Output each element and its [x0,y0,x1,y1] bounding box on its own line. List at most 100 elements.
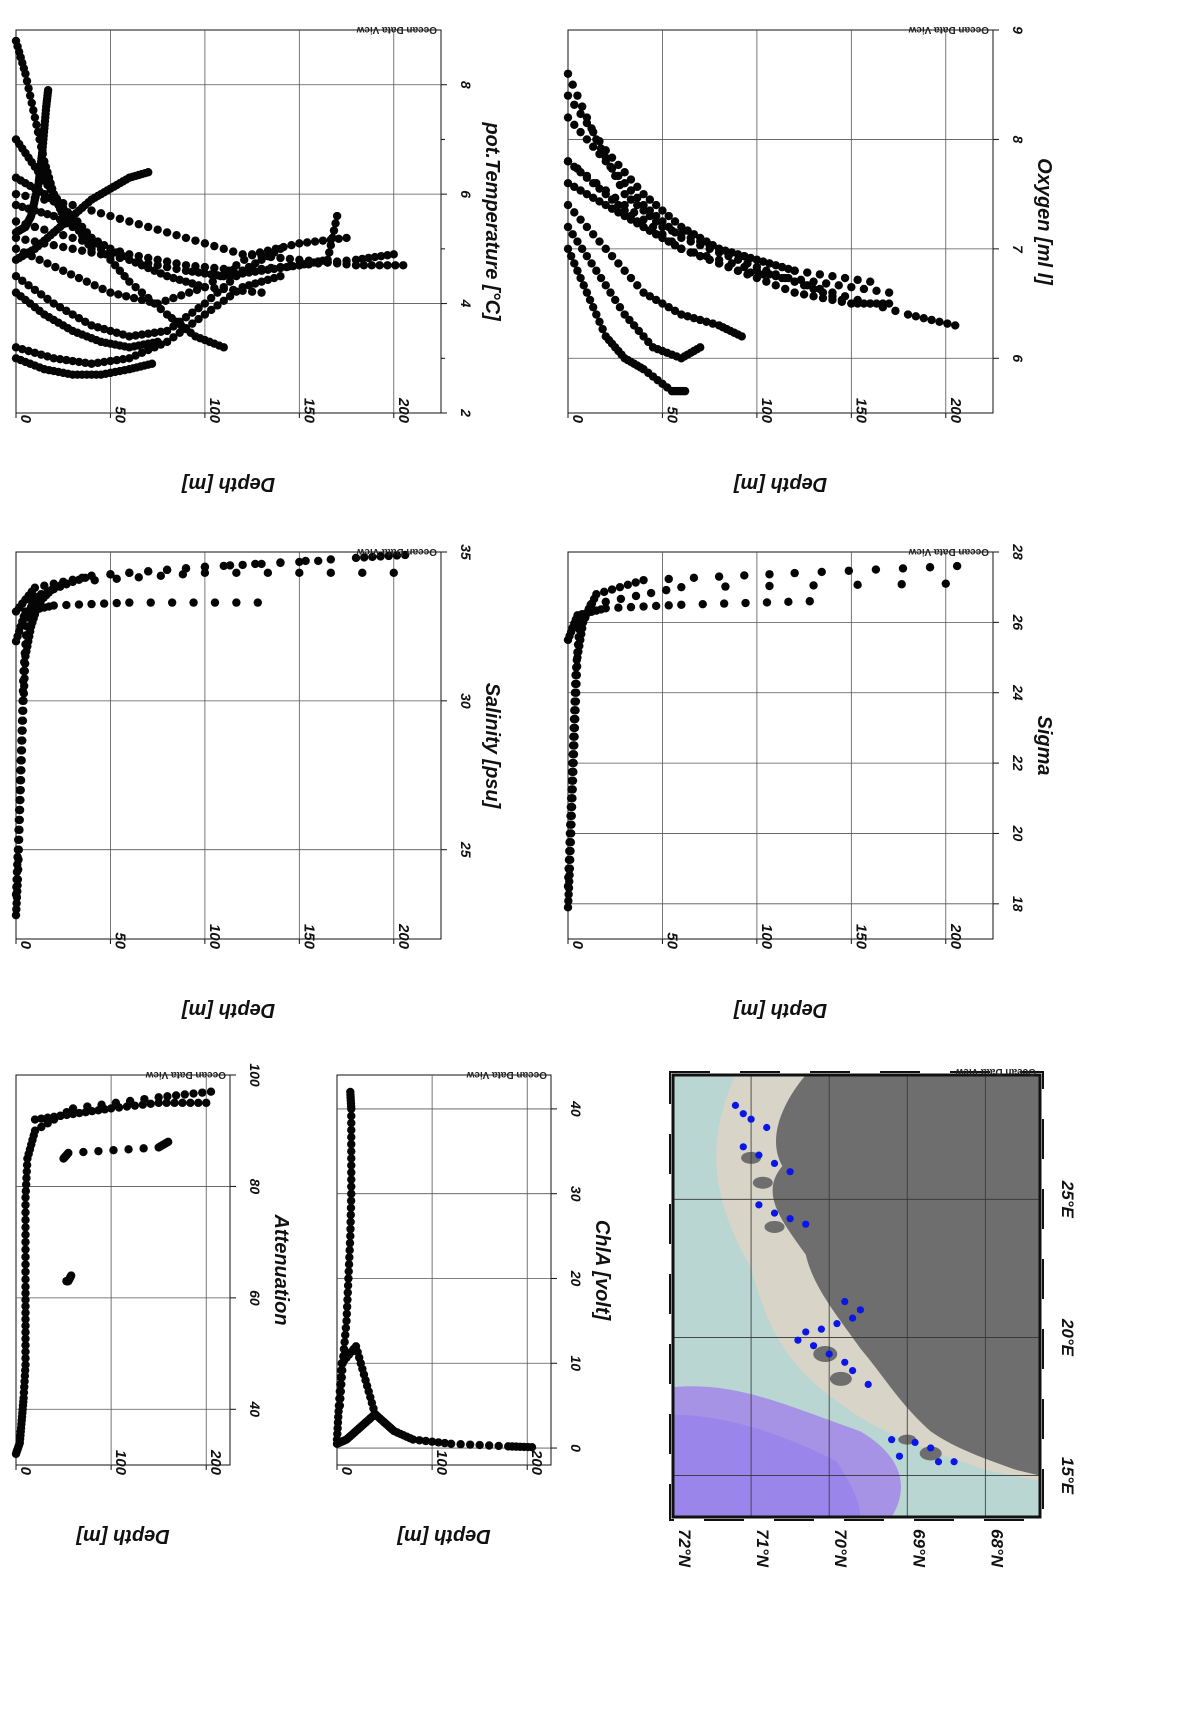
data-point [347,1132,356,1142]
data-point [565,838,574,847]
data-point [177,291,186,300]
data-point [342,233,351,243]
land [772,1075,1040,1476]
data-point [251,259,260,268]
lon-label: 25°E [1058,1180,1077,1219]
map-frame [671,1073,1042,1519]
data-point [225,277,235,286]
data-point [19,666,28,676]
data-point [615,180,625,190]
data-point [124,1145,133,1154]
data-point [15,785,24,795]
data-point [137,330,147,339]
data-point [43,210,52,219]
data-point [263,275,273,285]
data-point [817,567,826,577]
data-point [276,558,285,568]
data-point [667,237,677,246]
data-point [570,120,579,130]
data-point [200,269,210,278]
data-point [112,574,121,583]
data-point [172,230,181,240]
data-point [335,1387,345,1396]
data-point [21,1252,30,1262]
data-point [566,820,575,829]
data-point [11,217,21,226]
panel-attenuation: 40 60 80 100 0 100 200 Attenuation Depth [m] Ocea… [11,1063,292,1547]
data-point [122,1102,132,1111]
data-point [21,1321,30,1330]
data-point [399,261,408,270]
data-point [375,261,384,270]
data-point [897,580,906,589]
y-tick-label: 200 [207,1449,224,1476]
data-point [244,281,254,290]
data-point [181,277,191,286]
data-point [631,578,640,587]
data-point [651,200,661,210]
data-point [144,567,153,576]
data-point [566,794,576,803]
data-point [115,214,125,223]
data-point [87,599,96,609]
data-point [601,153,610,162]
data-point [114,1103,124,1112]
y-tick-label: 0 [569,941,586,950]
data-point [200,262,210,272]
y-axis-label: Depth [m] [181,999,276,1021]
data-point [21,631,31,640]
data-point [752,273,762,283]
deep-water-core [673,1414,861,1517]
data-point [206,293,216,303]
data-point [68,244,77,254]
data-point [51,262,60,272]
data-point [781,284,790,294]
data-points [11,550,410,920]
data-point [131,351,140,360]
data-point [125,598,134,607]
data-point [81,1107,90,1117]
y-axis-label: Depth [m] [733,999,828,1021]
data-point [631,591,641,601]
data-point [664,303,673,312]
data-point [762,277,771,286]
data-point [188,308,197,317]
data-point [677,582,686,592]
data-point [620,310,629,319]
data-point [494,1441,503,1451]
data-point [941,579,950,588]
data-point [568,80,577,89]
data-point [59,266,68,275]
y-tick-label: 100 [758,398,775,424]
y-tick-label: 200 [395,397,412,424]
data-point [206,270,216,279]
data-point [144,168,153,177]
x-axis-label: Sigma [1033,715,1055,775]
data-point [35,255,44,264]
y-axis-label: Depth [m] [181,473,276,495]
data-point [834,281,843,290]
data-point [569,714,579,724]
data-point [440,1438,449,1448]
data-point [55,303,65,312]
data-point [368,552,377,562]
data-point [19,676,28,686]
data-point [62,219,71,228]
data-point [43,85,53,95]
lat-label: 68°N [987,1529,1006,1568]
data-point [225,271,235,280]
x-tick-label: 8 [1010,136,1026,144]
data-point [255,248,265,257]
data-point [134,573,143,582]
data-point [194,1098,203,1108]
data-point [565,846,574,856]
data-point [639,222,648,232]
data-point [49,579,58,588]
data-point [573,640,583,649]
data-point [251,279,260,288]
data-point [43,352,52,361]
data-point [14,825,23,835]
data-point [434,1438,443,1447]
data-point [737,332,746,341]
data-point [137,348,147,358]
